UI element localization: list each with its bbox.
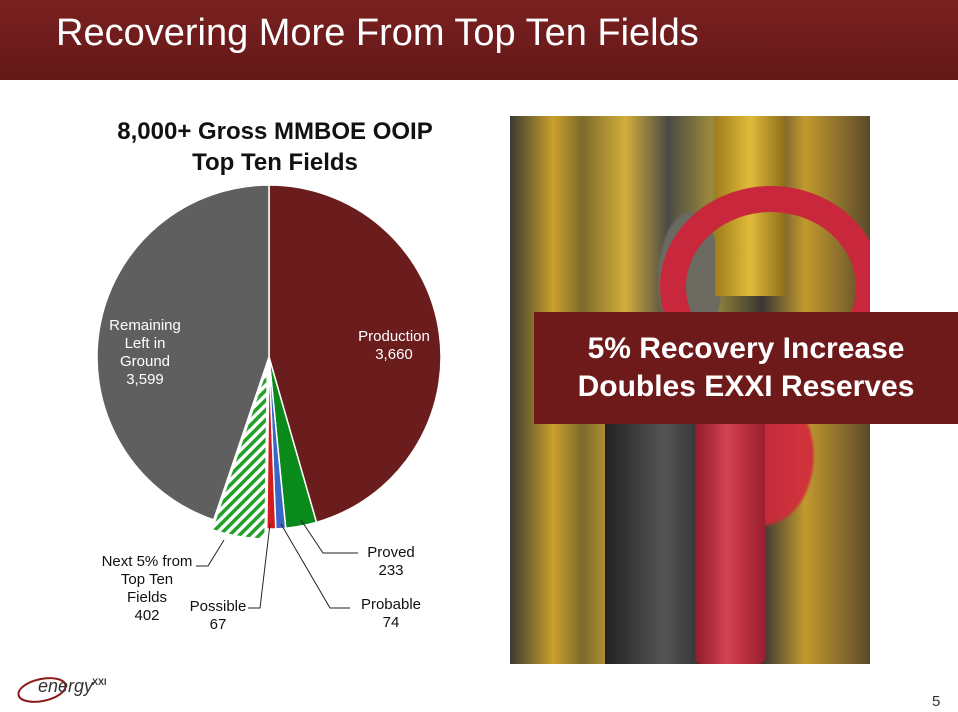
slice-label-line: 3,599 (126, 371, 164, 388)
page-number: 5 (932, 693, 941, 710)
slice-label-1: Proved 233 (367, 544, 415, 579)
leader-line-4 (196, 539, 225, 567)
logo-text: energy (38, 676, 94, 696)
pie-slice-possible (266, 356, 277, 530)
photo-wrench (695, 416, 765, 664)
slice-label-line: Next 5% from (102, 553, 193, 570)
slice-label-line: 233 (378, 562, 403, 579)
callout-line-2: Doubles EXXI Reserves (577, 370, 915, 403)
slice-label-0: Production 3,660 (358, 328, 430, 363)
callout-box: 5% Recovery Increase Doubles EXXI Reserv… (534, 312, 958, 424)
pie-slice-production (268, 184, 442, 524)
slice-label-line: 74 (383, 614, 400, 631)
slice-label-line: Production (358, 328, 430, 345)
pie-slice-remaining-left-in-ground (96, 184, 270, 521)
logo-superscript: XXI (92, 677, 107, 687)
leader-line-3 (248, 523, 271, 609)
slice-label-line: Fields (127, 589, 167, 606)
chart-title: 8,000+ Gross MMBOE OOIP Top Ten Fields (90, 116, 460, 178)
slice-label-line: Probable (361, 596, 421, 613)
pie-slice-next-5-from-top-ten-fields (211, 366, 269, 540)
callout-line-1: 5% Recovery Increase (587, 332, 905, 365)
title-bar: Recovering More From Top Ten Fields (0, 0, 958, 80)
slice-label-4: Next 5% from Top Ten Fields 402 (102, 553, 193, 624)
slice-label-line: 3,660 (375, 346, 413, 363)
slice-label-line: Top Ten (121, 571, 173, 588)
slice-labels: Production 3,660 Proved 233 Probable 74 Possib… (102, 317, 430, 633)
leader-lines (196, 519, 358, 609)
slice-label-line: 67 (210, 616, 227, 633)
slice-label-2: Probable 74 (361, 596, 421, 631)
leader-line-2 (280, 523, 350, 609)
slice-label-line: 402 (134, 607, 159, 624)
pie-slices (96, 184, 442, 540)
slide-title: Recovering More From Top Ten Fields (56, 12, 699, 54)
leader-line-1 (300, 519, 358, 554)
chart-title-line1: 8,000+ Gross MMBOE OOIP (117, 118, 433, 145)
slice-label-line: Remaining (109, 317, 181, 334)
slice-label-line: Possible (190, 598, 247, 615)
slice-label-line: Left in (125, 335, 166, 352)
slice-label-line: Proved (367, 544, 415, 561)
slice-label-5: Remaining Left in Ground 3,599 (109, 317, 181, 388)
slice-label-line: Ground (120, 353, 170, 370)
slice-label-3: Possible 67 (190, 598, 247, 633)
energy-xxi-logo-icon (17, 677, 67, 703)
chart-title-line2: Top Ten Fields (192, 149, 358, 176)
